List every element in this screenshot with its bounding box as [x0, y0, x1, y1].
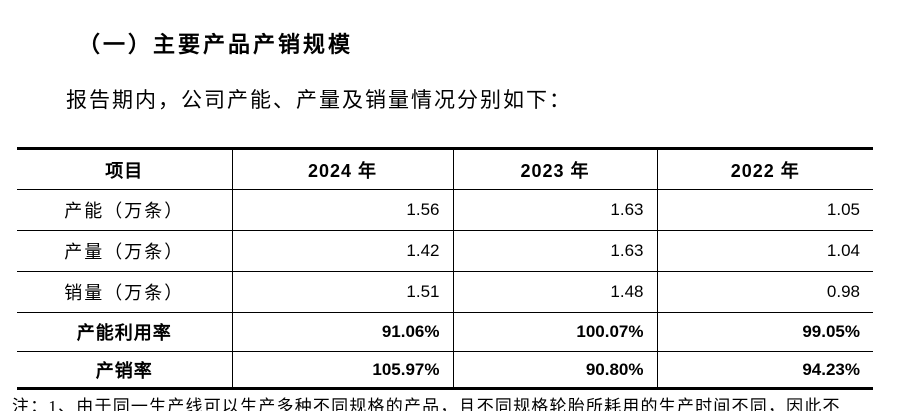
output-2022: 1.04	[656, 230, 873, 272]
production-sales-table-container: 项目 2024 年 2023 年 2022 年 产能（万条） 1.56 1.63…	[17, 147, 873, 390]
table-row-capacity: 产能（万条） 1.56 1.63 1.05	[17, 189, 873, 231]
table-row-capacity-utilization: 产能利用率 91.06% 100.07% 99.05%	[17, 312, 873, 352]
output-2023: 1.63	[452, 230, 657, 272]
output-2024: 1.42	[231, 230, 453, 272]
table-row-sales-output-ratio: 产销率 105.97% 90.80% 94.23%	[17, 351, 873, 389]
intro-text: 报告期内，公司产能、产量及销量情况分别如下：	[66, 88, 572, 112]
production-sales-table: 项目 2024 年 2023 年 2022 年 产能（万条） 1.56 1.63…	[17, 147, 873, 390]
capacity-2024: 1.56	[231, 189, 453, 231]
section-heading: （一）主要产品产销规模	[78, 32, 354, 57]
col-header-2024: 2024 年	[231, 148, 453, 190]
sales-volume-2022: 0.98	[656, 271, 873, 313]
col-header-item: 项目	[17, 148, 232, 190]
row-label-capacity: 产能（万条）	[17, 189, 232, 231]
col-header-2022: 2022 年	[656, 148, 873, 190]
sales-volume-2023: 1.48	[452, 271, 657, 313]
sales-output-ratio-2022: 94.23%	[656, 351, 873, 389]
row-label-sales-output-ratio: 产销率	[17, 351, 232, 389]
sales-volume-2024: 1.51	[231, 271, 453, 313]
table-row-output: 产量（万条） 1.42 1.63 1.04	[17, 230, 873, 272]
sales-output-ratio-2023: 90.80%	[452, 351, 657, 389]
col-header-2023: 2023 年	[452, 148, 657, 190]
footnote-text: 注：1、由于同一生产线可以生产多种不同规格的产品，且不同规格轮胎所耗用的生产时间…	[12, 397, 841, 411]
capacity-utilization-2024: 91.06%	[231, 312, 453, 352]
capacity-utilization-2023: 100.07%	[452, 312, 657, 352]
table-header-row: 项目 2024 年 2023 年 2022 年	[17, 148, 873, 190]
row-label-sales-volume: 销量（万条）	[17, 271, 232, 313]
row-label-output: 产量（万条）	[17, 230, 232, 272]
table-row-sales-volume: 销量（万条） 1.51 1.48 0.98	[17, 271, 873, 313]
capacity-2022: 1.05	[656, 189, 873, 231]
capacity-2023: 1.63	[452, 189, 657, 231]
sales-output-ratio-2024: 105.97%	[231, 351, 453, 389]
capacity-utilization-2022: 99.05%	[656, 312, 873, 352]
row-label-capacity-utilization: 产能利用率	[17, 312, 232, 352]
